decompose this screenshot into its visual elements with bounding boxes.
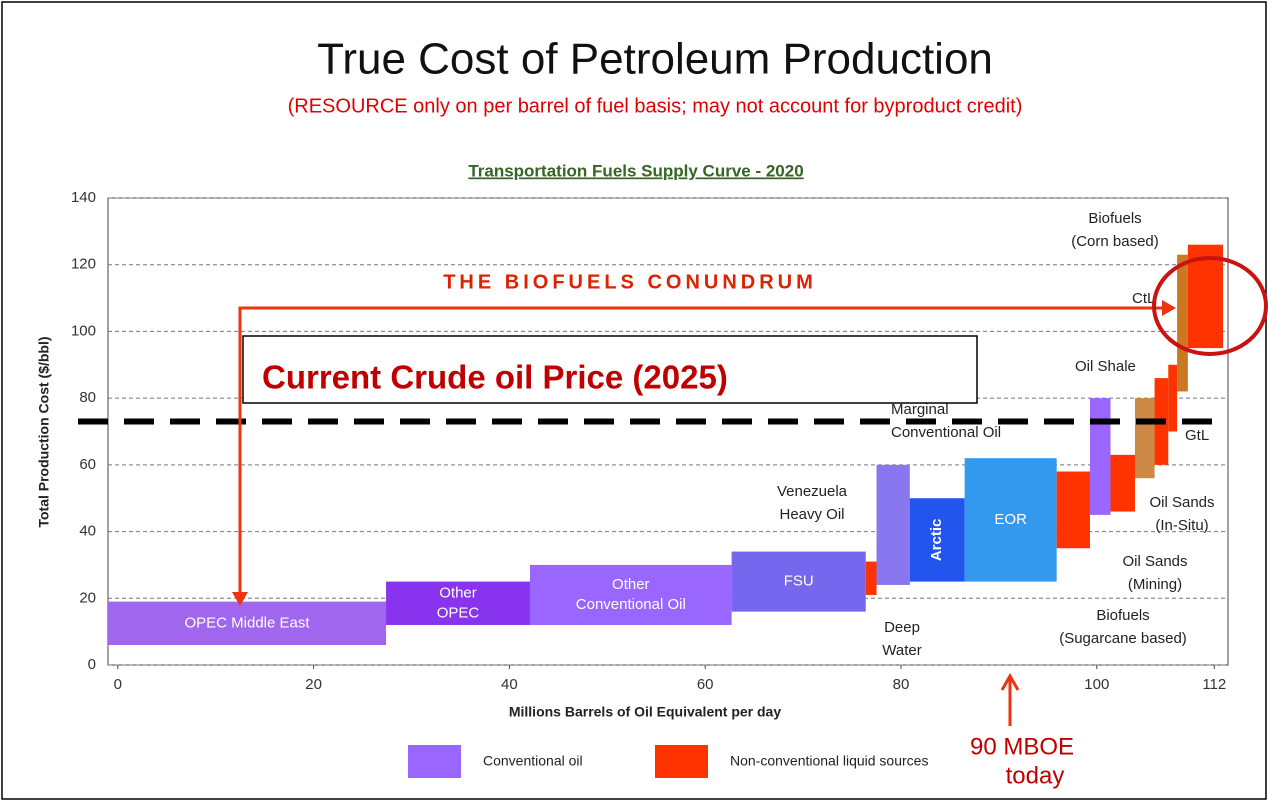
bar (909, 498, 965, 582)
bar (529, 564, 732, 625)
x-tick-label: 100 (1084, 676, 1109, 693)
bar-label: Arctic (928, 519, 945, 562)
plot: 0 20 40 60 80 100 120 140 0 20 40 60 80 100 112 OPEC Mi… (71, 189, 1229, 693)
bar (1177, 254, 1188, 392)
bar (865, 561, 877, 595)
bar-label: Oil Sands (1149, 494, 1214, 511)
y-tick-label: 60 (79, 456, 96, 473)
legend-label: Conventional oil (483, 753, 583, 769)
bar-label: Deep (884, 619, 920, 636)
bar-label: Other (439, 584, 477, 601)
y-tick-label: 120 (71, 256, 96, 273)
bar (876, 464, 910, 585)
bar-label: Conventional Oil (576, 596, 686, 613)
bar (964, 458, 1057, 582)
chart-title: Transportation Fuels Supply Curve - 2020 (468, 161, 803, 180)
bar-label: Oil Sands (1122, 553, 1187, 570)
bar-label: Other (612, 576, 650, 593)
y-tick-label: 20 (79, 589, 96, 606)
bar (1168, 364, 1178, 432)
bar-label: (Mining) (1128, 576, 1182, 593)
highlight-circle (1152, 256, 1268, 356)
bar (731, 551, 866, 612)
banner: THE BIOFUELS CONUNDRUM (443, 271, 817, 293)
arrow-line (238, 306, 1170, 600)
bar-label: GtL (1185, 427, 1209, 444)
x-tick-label: 20 (305, 676, 322, 693)
y-tick-label: 40 (79, 523, 96, 540)
bar-label: Oil Shale (1075, 358, 1136, 375)
y-axis-label: Total Production Cost ($/bbl) (36, 336, 52, 527)
y-tick-label: 0 (88, 656, 96, 673)
bar-label: Conventional Oil (891, 424, 1001, 441)
y-tick-label: 100 (71, 322, 96, 339)
bar-label: EOR (994, 511, 1027, 528)
bar-label: Biofuels (1088, 210, 1141, 227)
legend-swatch (655, 745, 708, 778)
bar-label: Water (882, 642, 921, 659)
x-tick-label: 80 (893, 676, 910, 693)
legend-label: Non-conventional liquid sources (730, 753, 928, 769)
x-tick-label: 112 (1202, 676, 1226, 693)
annotation: 90 MBOE (970, 733, 1074, 760)
bar-label: Heavy Oil (779, 506, 844, 523)
bar-label: FSU (784, 573, 814, 590)
bar (386, 581, 530, 625)
price-box (242, 335, 978, 404)
bar-label: Marginal (891, 401, 949, 418)
bar-label: CtL (1132, 290, 1155, 307)
y-tick-label: 80 (79, 389, 96, 406)
x-axis-label: Millions Barrels of Oil Equivalent per d… (509, 704, 782, 720)
bar-label: Biofuels (1096, 607, 1149, 624)
x-tick-label: 0 (114, 676, 122, 693)
title: True Cost of Petroleum Production (317, 35, 993, 84)
bar (1089, 398, 1111, 515)
bar (1110, 454, 1135, 512)
bar (108, 601, 387, 645)
y-tick-label: 140 (71, 189, 96, 206)
bar-label: (Sugarcane based) (1059, 630, 1187, 647)
bar-label: Venezuela (777, 483, 848, 500)
bar-label: OPEC Middle East (184, 614, 310, 631)
x-tick-label: 40 (501, 676, 518, 693)
subtitle: (RESOURCE only on per barrel of fuel bas… (288, 95, 1023, 117)
legend-swatch (408, 745, 461, 778)
annotation: today (1006, 762, 1065, 789)
bar-label: (In-Situ) (1155, 517, 1208, 534)
x-tick-label: 60 (697, 676, 714, 693)
price-label: Current Crude oil Price (2025) (262, 359, 728, 396)
bar-label: (Corn based) (1071, 233, 1159, 250)
today-arrow (1000, 672, 1020, 726)
bar (1134, 398, 1155, 479)
bar-label: OPEC (437, 604, 480, 621)
bar (1056, 471, 1090, 549)
